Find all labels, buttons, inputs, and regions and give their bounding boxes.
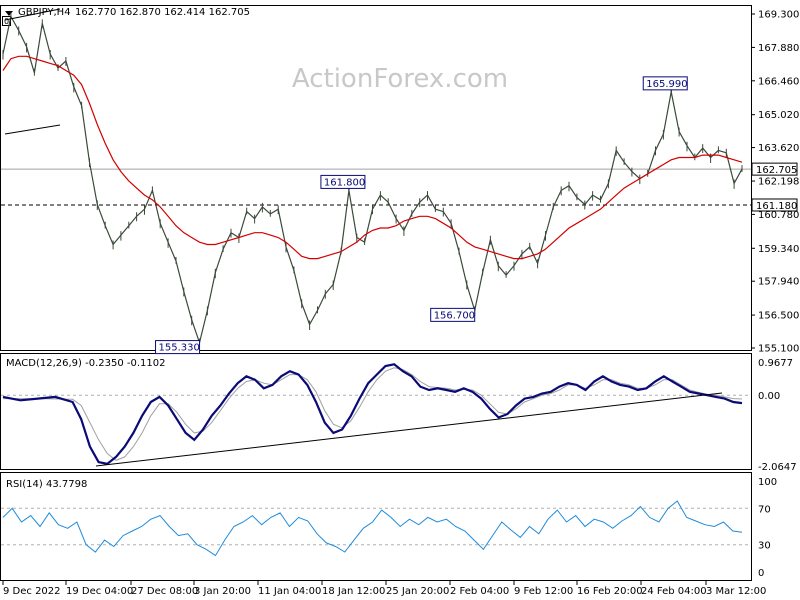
price-tick-label: 162.198 [758, 177, 799, 188]
x-tick-label: 3 Mar 12:00 [706, 586, 766, 597]
rsi-series: 100 70 30 0 [1, 477, 777, 579]
rsi-label: RSI(14) 43.7798 [6, 479, 87, 490]
current-price-box [751, 162, 798, 176]
trendline-upper[interactable] [4, 8, 61, 21]
x-tick-label: 9 Feb 12:00 [514, 586, 573, 597]
macd-series: 0.9677 0.00 -2.0647 [1, 358, 797, 473]
rsi-tick-label: 100 [758, 477, 777, 488]
x-tick-label: 25 Jan 20:00 [386, 586, 449, 597]
price-tick-label: 163.620 [758, 143, 799, 154]
rsi-panel [0, 472, 752, 581]
support-level-label: 161.180 [756, 201, 797, 212]
price-tick-label: 155.100 [758, 344, 799, 355]
annotation-box [320, 174, 366, 189]
annotation-box [155, 340, 201, 355]
annotation-label: 155.330 [159, 343, 200, 354]
rsi-tick-label: 70 [758, 504, 771, 515]
chevron-down-icon[interactable] [5, 11, 13, 16]
x-tick-label: 24 Feb 04:00 [641, 586, 707, 597]
current-price-label: 162.705 [756, 165, 797, 176]
annotation-box [642, 76, 688, 91]
price-tick-label: 160.780 [758, 210, 799, 221]
annotation-label: 165.990 [646, 79, 687, 90]
x-tick-label: 11 Jan 04:00 [258, 586, 321, 597]
price-tick-label: 156.500 [758, 311, 799, 322]
annotation-box [430, 307, 476, 322]
rsi-line [2, 500, 743, 557]
annotation-label: 156.700 [434, 310, 475, 321]
macd-tick-label: -2.0647 [758, 462, 797, 473]
price-axis: 169.300 167.880 166.460 165.020 163.620 162.1… [751, 10, 799, 355]
price-tick-label: 165.020 [758, 110, 799, 121]
x-tick-label: 27 Dec 08:00 [131, 586, 198, 597]
macd-trendline[interactable] [95, 392, 723, 467]
macd-label: MACD(12,26,9) -0.2350 -0.1102 [6, 358, 166, 369]
x-tick-label: 3 Jan 20:00 [194, 586, 251, 597]
x-tick-label: 9 Dec 2022 [3, 586, 61, 597]
price-tick-label: 159.340 [758, 244, 799, 255]
trendline-mid[interactable] [4, 124, 61, 135]
rsi-tick-label: 30 [758, 541, 771, 552]
macd-panel [0, 353, 752, 470]
price-levels: 161.180 162.705 [1, 162, 798, 212]
x-tick-label: 18 Jan 12:00 [322, 586, 385, 597]
price-tick-label: 169.300 [758, 10, 799, 21]
macd-line [2, 363, 743, 465]
price-tick-label: 167.880 [758, 43, 799, 54]
support-level-box [751, 198, 798, 212]
price-tick-label: 166.460 [758, 76, 799, 87]
annotation-label: 161.800 [324, 177, 365, 188]
x-tick-label: 2 Feb 04:00 [450, 586, 509, 597]
macd-tick-label: 0.9677 [758, 358, 793, 369]
price-tick-label: 157.940 [758, 277, 799, 288]
watermark: ActionForex.com [292, 64, 508, 94]
moving-average-line [2, 55, 743, 260]
x-tick-label: 16 Feb 20:00 [577, 586, 643, 597]
rsi-tick-label: 0 [758, 568, 764, 579]
macd-tick-label: 0.00 [758, 391, 780, 402]
indicator-zero-glyph: 0 [4, 17, 9, 26]
x-tick-label: 19 Dec 04:00 [66, 586, 133, 597]
ohlc-values: 162.770 162.870 162.414 162.705 [75, 7, 250, 18]
price-annotations: 155.330 161.800 156.700 165.990 [155, 76, 688, 355]
price-series [2, 12, 743, 346]
price-line [2, 14, 743, 345]
